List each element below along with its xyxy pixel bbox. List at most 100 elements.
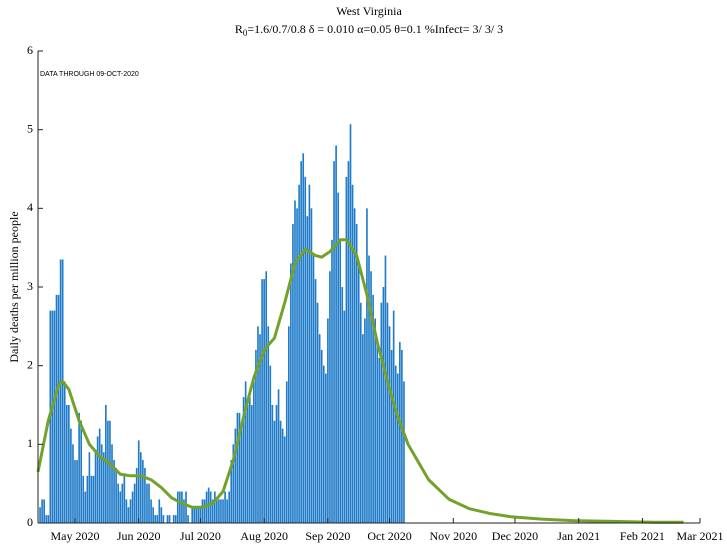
bar — [88, 452, 91, 523]
bar — [172, 515, 175, 523]
bar — [51, 310, 54, 523]
bar — [304, 176, 307, 523]
bar — [78, 412, 80, 523]
bar — [90, 475, 93, 523]
bar — [115, 467, 117, 523]
bar — [261, 279, 263, 523]
bar — [139, 452, 142, 523]
bar — [236, 412, 239, 523]
bar — [390, 349, 393, 523]
bar — [113, 460, 115, 523]
bar — [176, 491, 179, 523]
bar — [277, 389, 280, 523]
bar — [201, 499, 204, 523]
bar — [209, 491, 212, 523]
bar — [129, 499, 132, 523]
bar — [374, 318, 376, 523]
bar — [47, 515, 50, 523]
bar — [248, 397, 251, 523]
bar — [53, 310, 56, 523]
bar — [76, 460, 78, 523]
bar — [329, 271, 331, 523]
bar — [142, 460, 144, 523]
bar — [144, 467, 146, 523]
bar — [259, 334, 261, 523]
x-tick-label: Jan 2021 — [557, 529, 600, 543]
bar — [318, 334, 321, 523]
bar — [166, 515, 169, 523]
bar — [238, 412, 241, 523]
bar — [386, 302, 389, 523]
subtitle-part: =1.6/0.7/0.8 δ = 0.010 α=0.05 θ=0.1 %Inf… — [247, 22, 503, 36]
bar — [72, 444, 74, 523]
bar — [94, 452, 97, 523]
bar — [403, 381, 405, 523]
bar — [366, 208, 368, 524]
bar — [255, 349, 257, 523]
bar — [109, 420, 111, 523]
bar — [213, 491, 216, 523]
x-tick-label: Sep 2020 — [305, 529, 350, 543]
bar — [179, 491, 181, 523]
bar — [222, 499, 224, 523]
bar — [162, 515, 165, 523]
bar — [133, 483, 136, 523]
bar — [244, 381, 247, 523]
y-tick-label: 2 — [27, 357, 33, 371]
bar — [96, 436, 99, 523]
bar — [263, 279, 265, 523]
y-tick-label: 6 — [27, 43, 33, 57]
bar — [107, 420, 109, 523]
bar — [314, 279, 317, 523]
bar — [63, 381, 66, 523]
bar — [353, 208, 356, 524]
bar — [378, 357, 381, 523]
bar — [123, 475, 126, 523]
bar — [55, 294, 58, 523]
bar — [154, 515, 157, 523]
bar — [216, 499, 218, 523]
bar — [316, 302, 319, 523]
bar — [394, 365, 397, 523]
bar — [174, 515, 177, 523]
y-tick-label: 3 — [27, 279, 33, 293]
bar — [281, 428, 284, 523]
bar — [312, 255, 315, 524]
bar — [308, 184, 311, 523]
bar — [220, 499, 222, 523]
bar — [111, 444, 113, 523]
bar — [185, 491, 187, 523]
bar — [345, 176, 348, 523]
bar — [337, 192, 339, 523]
bar — [148, 483, 150, 523]
bar — [320, 349, 323, 523]
bar — [234, 428, 237, 523]
x-tick-label: May 2020 — [51, 529, 100, 543]
bar — [226, 499, 228, 523]
bar — [70, 428, 72, 523]
bar — [355, 224, 358, 524]
chart-title: West Virginia — [336, 4, 402, 18]
bar — [150, 499, 152, 523]
y-tick-label: 1 — [27, 436, 33, 450]
bar — [230, 460, 233, 523]
bar — [45, 515, 48, 523]
bar — [57, 294, 60, 523]
y-tick-label: 0 — [27, 515, 33, 529]
bar — [187, 515, 189, 523]
bar — [160, 507, 163, 523]
bar — [117, 483, 120, 523]
bar — [333, 161, 335, 523]
bar — [376, 342, 379, 523]
bar — [250, 405, 253, 523]
bar — [181, 491, 183, 523]
bar — [325, 373, 327, 523]
bar — [359, 302, 362, 523]
fit-line — [36, 238, 684, 524]
bar — [364, 318, 366, 523]
bar — [388, 326, 391, 523]
x-tick-label: Nov 2020 — [429, 529, 477, 543]
bar — [74, 460, 76, 523]
bar — [271, 405, 274, 523]
bar — [368, 255, 370, 524]
